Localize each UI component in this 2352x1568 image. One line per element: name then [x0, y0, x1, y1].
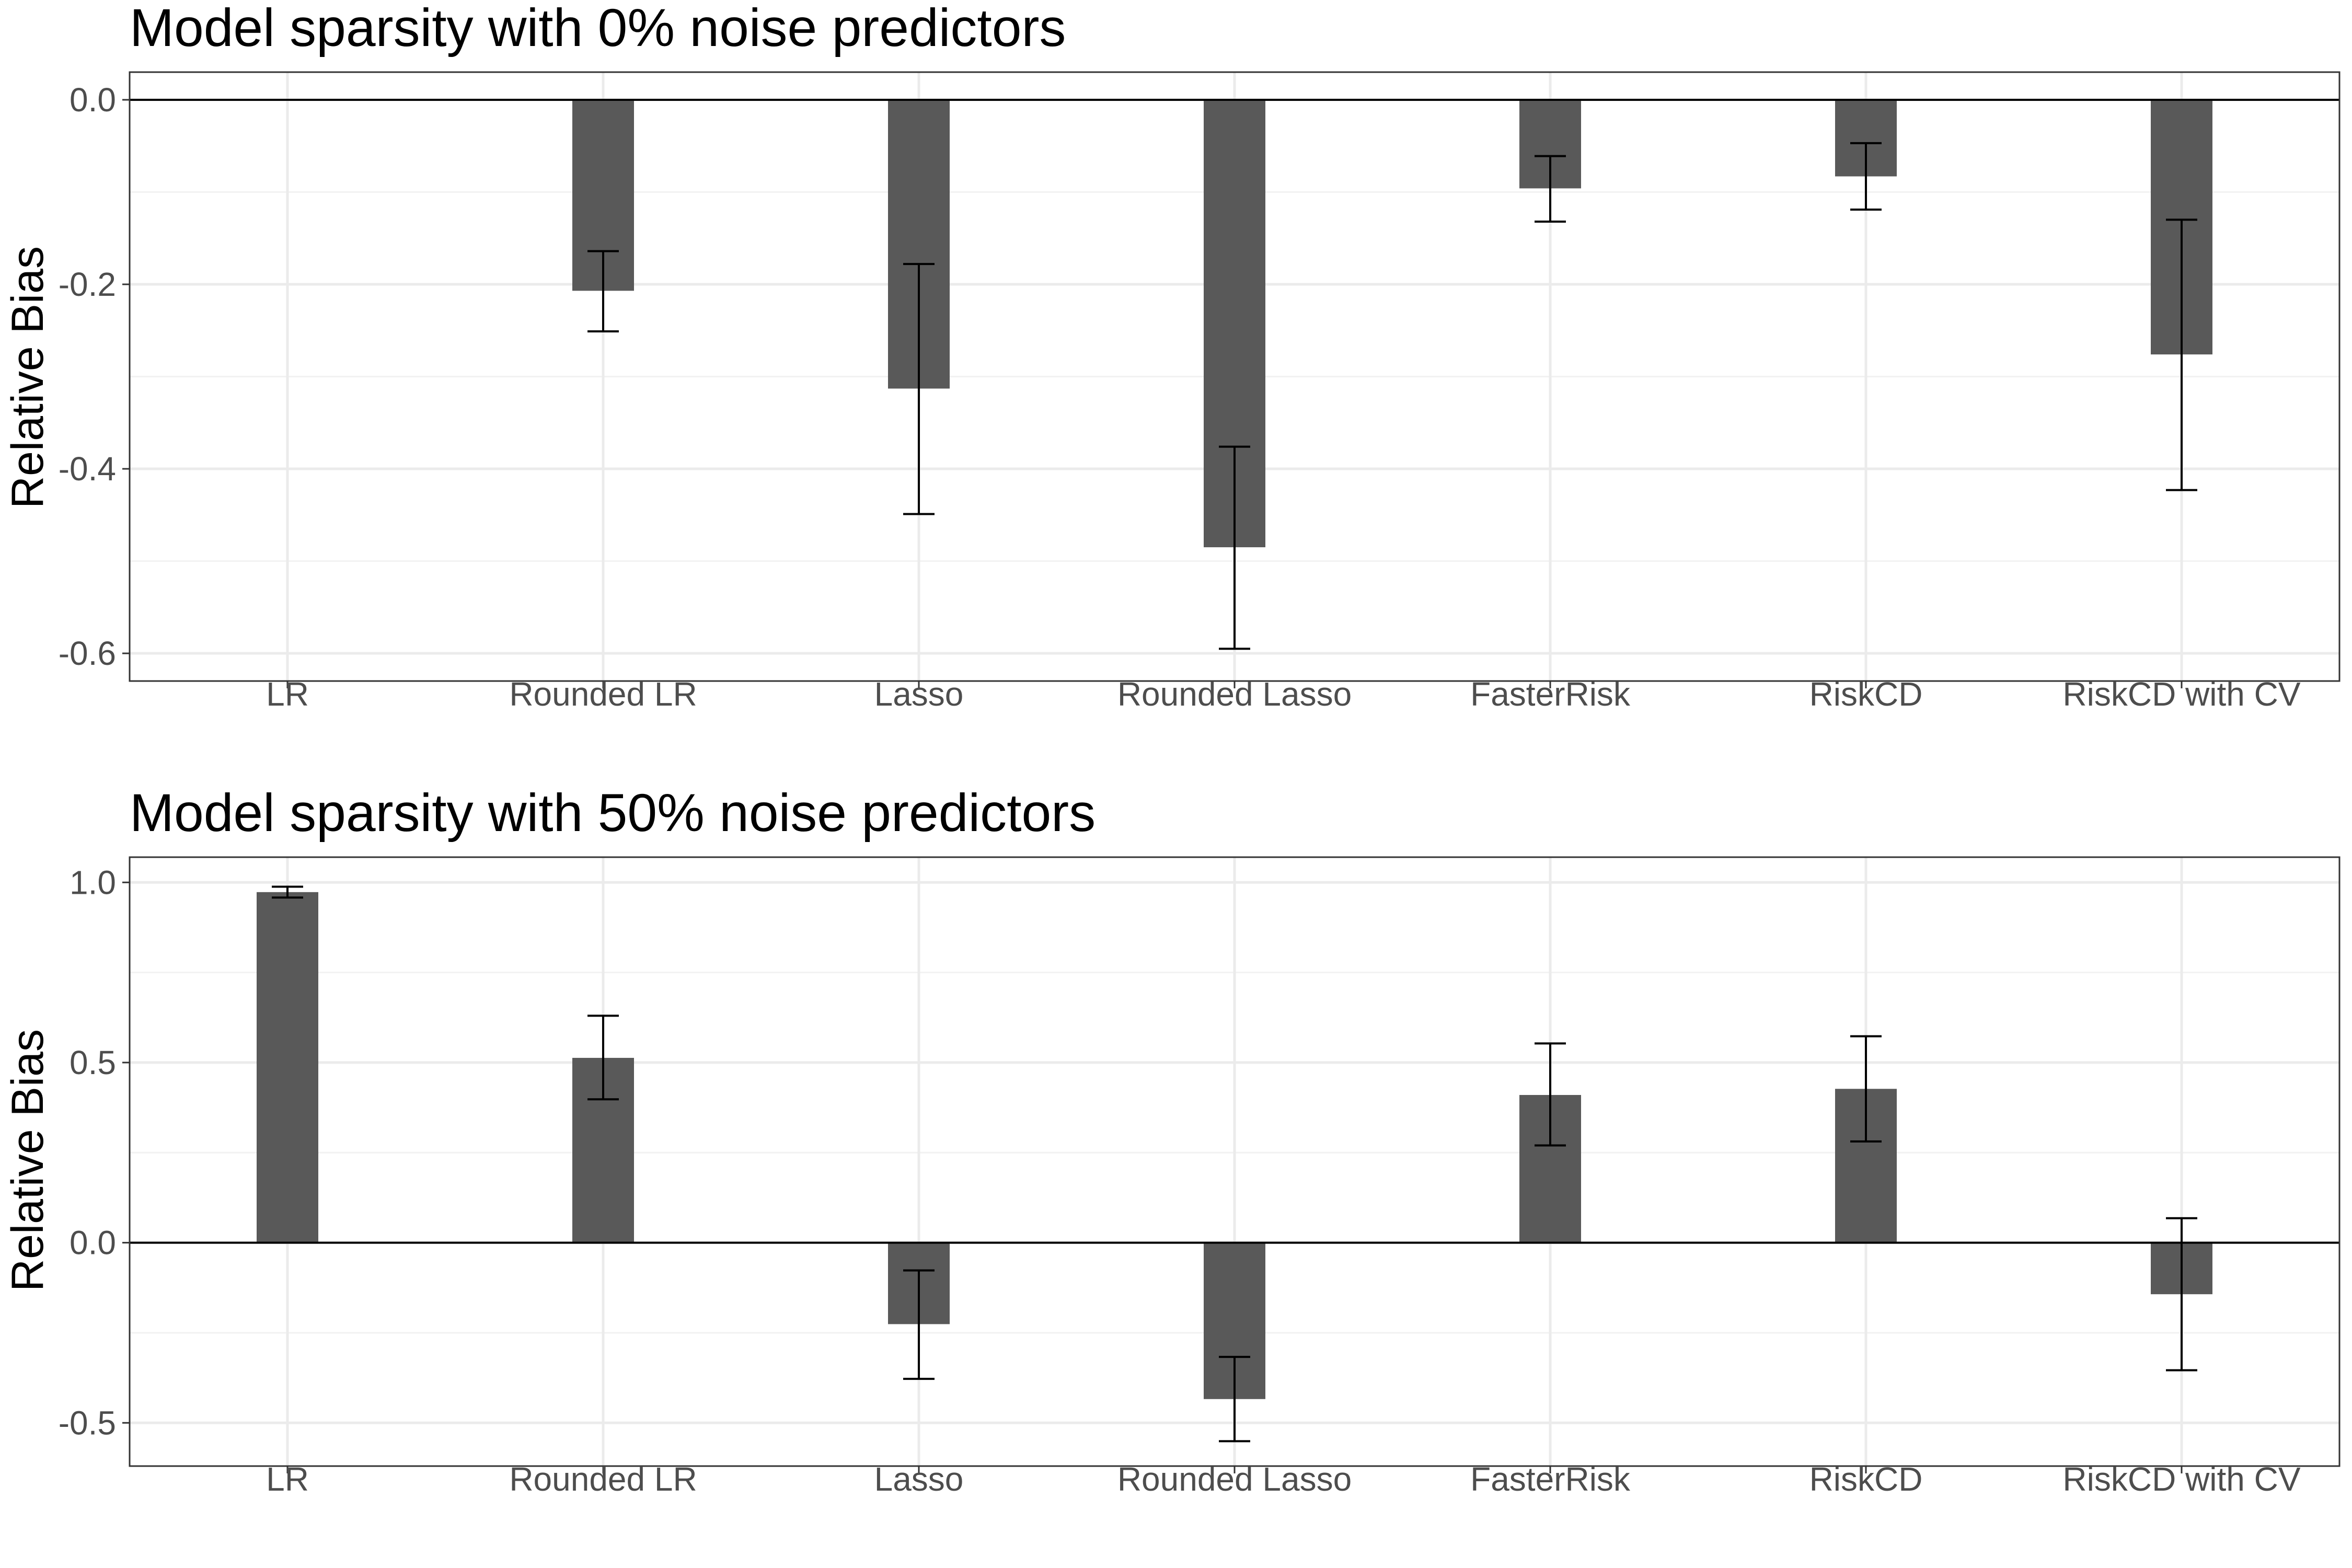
x-tick-label: LR	[266, 675, 309, 713]
y-tick-label: -0.2	[59, 266, 116, 303]
error-bar	[2166, 218, 2197, 491]
error-bar	[2166, 1217, 2197, 1371]
error-bar	[903, 1269, 935, 1380]
y-tick-label: 1.0	[70, 863, 116, 901]
x-tick-label: Rounded LR	[509, 1460, 697, 1498]
bottom-panel: Model sparsity with 50% noise predictors…	[3, 783, 2341, 1498]
top-panel: Model sparsity with 0% noise predictors …	[3, 0, 2341, 713]
x-tick-label: LR	[266, 1460, 309, 1498]
y-tick-label: 0.0	[70, 81, 116, 119]
x-tick-label: Rounded LR	[509, 675, 697, 713]
y-tick-label: 0.0	[70, 1224, 116, 1262]
y-axis-label: Relative Bias	[3, 246, 53, 509]
y-tick-label: -0.5	[59, 1404, 116, 1442]
y-tick-label: -0.6	[59, 635, 116, 672]
y-tick-label: -0.4	[59, 450, 116, 488]
error-bar	[1219, 1356, 1250, 1443]
x-tick-label: Rounded Lasso	[1117, 675, 1352, 713]
x-tick-label: Lasso	[874, 1460, 964, 1498]
error-bar	[1850, 1035, 1882, 1143]
error-bar	[903, 263, 935, 515]
x-tick-label: Lasso	[874, 675, 964, 713]
error-bar	[1535, 1042, 1566, 1147]
bar	[257, 892, 318, 1243]
x-tick-label: RiskCD	[1809, 675, 1923, 713]
x-tick-label: FasterRisk	[1470, 675, 1631, 713]
x-tick-label: RiskCD with CV	[2062, 1460, 2300, 1498]
error-bar	[1535, 155, 1566, 223]
y-axis-label: Relative Bias	[3, 1029, 53, 1292]
y-tick-label: 0.5	[70, 1044, 116, 1081]
x-tick-label: Rounded Lasso	[1117, 1460, 1352, 1498]
error-bar	[587, 1014, 619, 1101]
error-bar	[1850, 142, 1882, 211]
error-bar	[272, 885, 303, 899]
x-tick-label: FasterRisk	[1470, 1460, 1631, 1498]
error-bar	[587, 250, 619, 333]
error-bar	[1219, 445, 1250, 650]
x-tick-label: RiskCD	[1809, 1460, 1923, 1498]
panel-title: Model sparsity with 50% noise predictors	[130, 783, 1096, 843]
panel-title: Model sparsity with 0% noise predictors	[130, 0, 1066, 57]
x-tick-label: RiskCD with CV	[2062, 675, 2300, 713]
